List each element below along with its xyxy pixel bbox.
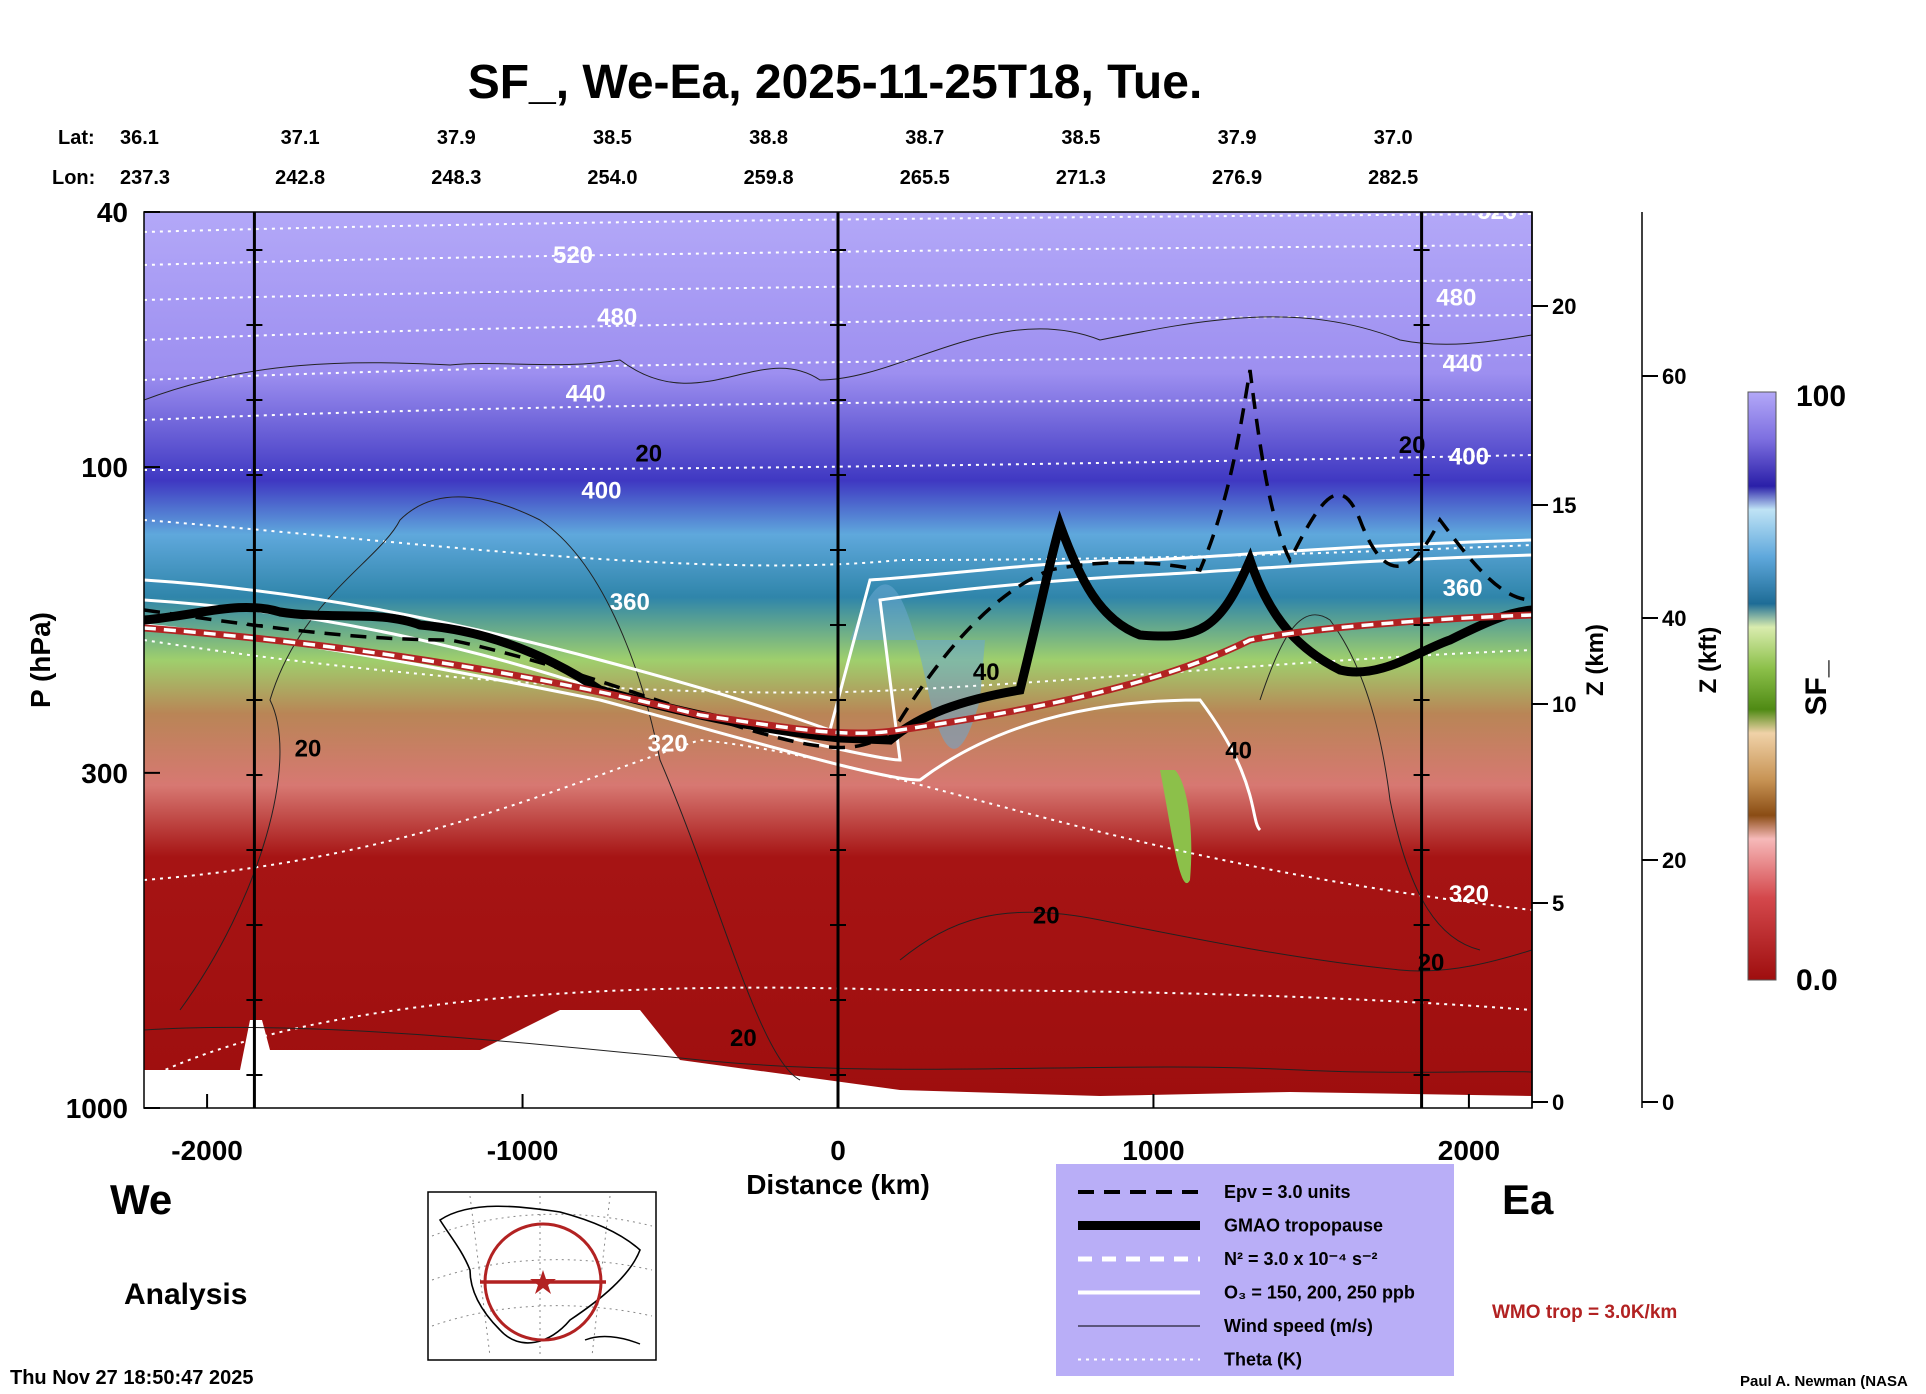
theta-contour-label: 520 xyxy=(553,242,593,269)
wind-contour-label: 20 xyxy=(730,1025,757,1052)
p-tick-label: 1000 xyxy=(66,1093,128,1124)
legend-panel xyxy=(1056,1164,1454,1376)
direction-east: Ea xyxy=(1502,1176,1554,1223)
chart-title: SF_, We-Ea, 2025-11-25T18, Tue. xyxy=(468,56,1203,109)
theta-contour-label: 320 xyxy=(648,731,688,758)
wind-contour-label: 20 xyxy=(295,736,322,763)
lon-value: 276.9 xyxy=(1212,167,1262,189)
theta-contour-label: 320 xyxy=(1449,881,1489,908)
legend-label: O₃ = 150, 200, 250 ppb xyxy=(1224,1283,1415,1303)
colorbar-min-label: 0.0 xyxy=(1796,964,1838,997)
wind-contour-label: 40 xyxy=(1225,738,1252,765)
lat-value: 37.1 xyxy=(281,127,320,149)
lat-value: 38.7 xyxy=(905,127,944,149)
lat-value: 38.8 xyxy=(749,127,788,149)
z-km-tick-label: 10 xyxy=(1552,692,1576,717)
lat-value: 37.9 xyxy=(1218,127,1257,149)
theta-contour-label: 360 xyxy=(1443,575,1483,602)
lon-value: 248.3 xyxy=(431,167,481,189)
theta-contour-label: 400 xyxy=(1449,443,1489,470)
legend-label: N² = 3.0 x 10⁻⁴ s⁻² xyxy=(1224,1249,1377,1269)
lat-label: Lat: xyxy=(58,127,95,149)
lon-label: Lon: xyxy=(52,167,95,189)
analysis-label: Analysis xyxy=(124,1278,247,1311)
location-star-icon xyxy=(530,1270,556,1294)
legend-label: Epv = 3.0 units xyxy=(1224,1182,1351,1202)
legend-label: GMAO tropopause xyxy=(1224,1216,1383,1236)
lat-value: 38.5 xyxy=(1061,127,1100,149)
theta-contour-label: 520 xyxy=(1477,198,1517,225)
lat-value: 36.1 xyxy=(120,127,159,149)
x-tick-label: 0 xyxy=(830,1135,846,1166)
x-tick-label: -1000 xyxy=(487,1135,559,1166)
z-km-tick-label: 0 xyxy=(1552,1090,1564,1115)
p-tick-label: 100 xyxy=(81,452,128,483)
theta-contour-label: 360 xyxy=(610,589,650,616)
x-axis-title: Distance (km) xyxy=(746,1169,930,1200)
x-tick-label: -2000 xyxy=(171,1135,243,1166)
z-kft-axis-title: Z (kft) xyxy=(1695,627,1722,694)
colorbar-title: SF_ xyxy=(1800,660,1833,715)
z-kft-tick-label: 0 xyxy=(1662,1090,1674,1115)
timestamp: Thu Nov 27 18:50:47 2025 xyxy=(10,1367,253,1389)
legend-label: Theta (K) xyxy=(1224,1350,1302,1370)
y-axis-title: P (hPa) xyxy=(25,612,56,708)
theta-contour-label: 480 xyxy=(1436,285,1476,312)
z-km-tick-label: 15 xyxy=(1552,493,1576,518)
x-tick-label: 1000 xyxy=(1122,1135,1184,1166)
direction-west: We xyxy=(110,1176,172,1223)
z-kft-tick-label: 20 xyxy=(1662,848,1686,873)
z-kft-tick-label: 60 xyxy=(1662,364,1686,389)
wind-contour-label: 20 xyxy=(1033,902,1060,929)
colorbar xyxy=(1747,391,1777,981)
lon-value: 237.3 xyxy=(120,167,170,189)
theta-contour-label: 440 xyxy=(1443,351,1483,378)
lon-value: 282.5 xyxy=(1368,167,1418,189)
colorbar-max-label: 100 xyxy=(1796,380,1846,413)
lat-value: 37.0 xyxy=(1374,127,1413,149)
theta-contour-label: 440 xyxy=(566,380,606,407)
theta-contour-label: 400 xyxy=(581,478,621,505)
z-kft-tick-label: 40 xyxy=(1662,606,1686,631)
z-km-tick-label: 5 xyxy=(1552,891,1564,916)
lat-value: 37.9 xyxy=(437,127,476,149)
lon-value: 259.8 xyxy=(744,167,794,189)
wind-contour-label: 40 xyxy=(973,659,1000,686)
z-km-tick-label: 20 xyxy=(1552,294,1576,319)
lon-value: 254.0 xyxy=(587,167,637,189)
x-tick-label: 2000 xyxy=(1438,1135,1500,1166)
lon-value: 271.3 xyxy=(1056,167,1106,189)
lon-value: 242.8 xyxy=(275,167,325,189)
z-km-axis-title: Z (km) xyxy=(1582,624,1609,696)
lon-value: 265.5 xyxy=(900,167,950,189)
theta-contour-label: 480 xyxy=(597,304,637,331)
legend-label: Wind speed (m/s) xyxy=(1224,1316,1373,1336)
p-tick-label: 300 xyxy=(81,758,128,789)
wind-contour-label: 20 xyxy=(635,440,662,467)
wmo-trop-label: WMO trop = 3.0K/km xyxy=(1492,1302,1677,1323)
lat-value: 38.5 xyxy=(593,127,632,149)
p-tick-label: 40 xyxy=(97,197,128,228)
locator-map xyxy=(427,1191,657,1361)
credit: Paul A. Newman (NASA xyxy=(1740,1373,1908,1390)
